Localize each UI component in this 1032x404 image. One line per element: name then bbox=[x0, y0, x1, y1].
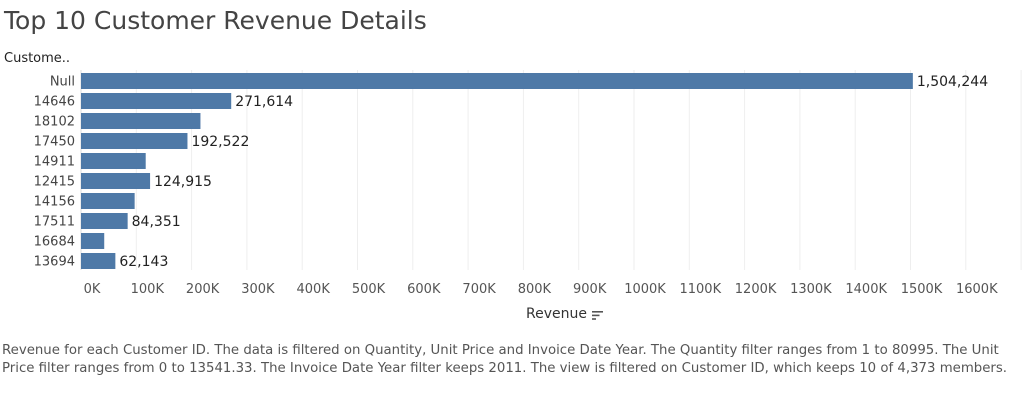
bar-18102[interactable] bbox=[81, 113, 201, 129]
bar-16684[interactable] bbox=[81, 233, 105, 249]
x-tick-label: 500K bbox=[352, 282, 386, 297]
bar-chart: 0K 100K 200K 300K 400K 500K 600K 700K 800K 900K 10… bbox=[34, 70, 1022, 297]
chart-caption: Revenue for each Customer ID. The data i… bbox=[2, 343, 1008, 376]
category-label[interactable]: 12415 bbox=[34, 175, 75, 190]
bar-14646[interactable] bbox=[81, 93, 232, 109]
bar-Null[interactable] bbox=[81, 73, 913, 89]
x-tick-label: 1500K bbox=[901, 282, 943, 297]
category-label[interactable]: Null bbox=[50, 75, 75, 90]
category-label[interactable]: 17450 bbox=[34, 135, 75, 150]
x-axis-title[interactable]: Revenue bbox=[526, 306, 587, 322]
x-tick-label: 200K bbox=[186, 282, 220, 297]
x-tick-label: 1300K bbox=[790, 282, 832, 297]
x-tick-label: 300K bbox=[241, 282, 275, 297]
category-label[interactable]: 16684 bbox=[34, 235, 75, 250]
category-label[interactable]: 17511 bbox=[34, 215, 75, 230]
x-tick-label: 1100K bbox=[679, 282, 721, 297]
data-label: 124,915 bbox=[154, 174, 212, 190]
data-label: 192,522 bbox=[191, 134, 249, 150]
bar-13694[interactable] bbox=[81, 253, 116, 269]
bar-12415[interactable] bbox=[81, 173, 151, 189]
x-tick-label: 1400K bbox=[845, 282, 887, 297]
x-tick-label: 0K bbox=[84, 282, 101, 297]
data-label: 1,504,244 bbox=[917, 74, 988, 90]
data-label: 62,143 bbox=[119, 254, 168, 270]
x-tick-label: 900K bbox=[573, 282, 607, 297]
x-tick-label: 400K bbox=[297, 282, 331, 297]
x-tick-label: 600K bbox=[407, 282, 441, 297]
x-tick-label: 1600K bbox=[956, 282, 998, 297]
data-label: 84,351 bbox=[132, 214, 181, 230]
chart-title: Top 10 Customer Revenue Details bbox=[4, 6, 427, 35]
bar-17450[interactable] bbox=[81, 133, 188, 149]
x-tick-label: 1200K bbox=[735, 282, 777, 297]
category-label[interactable]: 13694 bbox=[34, 255, 75, 270]
sort-descending-icon[interactable] bbox=[592, 310, 604, 321]
x-tick-label: 700K bbox=[462, 282, 496, 297]
bar-17511[interactable] bbox=[81, 213, 128, 229]
x-tick-label: 800K bbox=[518, 282, 552, 297]
data-label: 271,614 bbox=[235, 94, 293, 110]
x-tick-label: 100K bbox=[131, 282, 165, 297]
customer-column-header[interactable]: Custome.. bbox=[4, 51, 71, 66]
category-label[interactable]: 14156 bbox=[34, 195, 75, 210]
bar-14911[interactable] bbox=[81, 153, 146, 169]
category-label[interactable]: 14646 bbox=[34, 95, 75, 110]
category-label[interactable]: 14911 bbox=[34, 155, 75, 170]
x-tick-label: 1000K bbox=[624, 282, 666, 297]
bar-14156[interactable] bbox=[81, 193, 135, 209]
category-label[interactable]: 18102 bbox=[34, 115, 75, 130]
